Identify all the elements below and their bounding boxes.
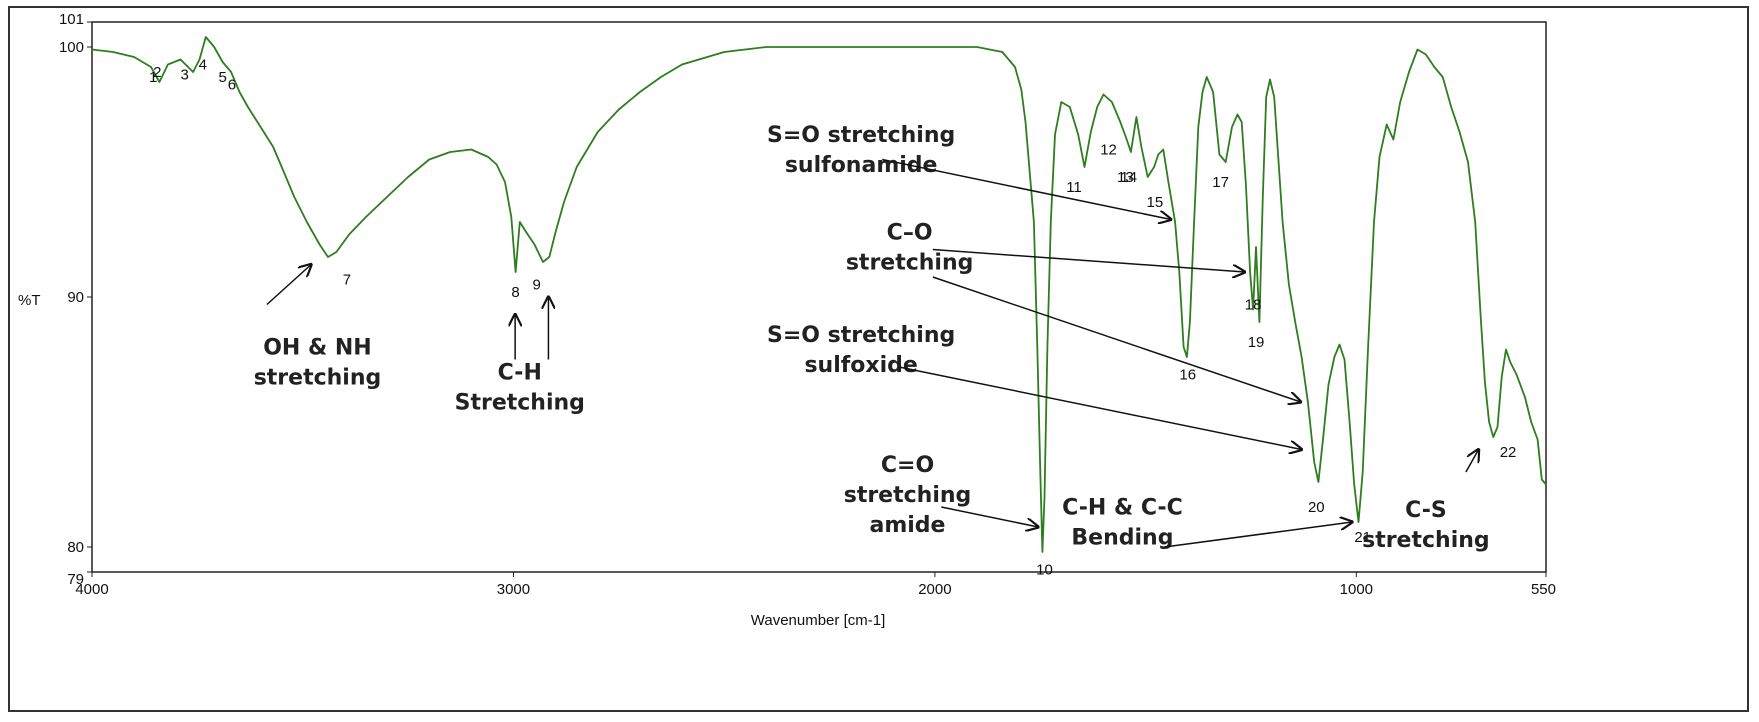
spectrum-line bbox=[91, 36, 1547, 553]
annotation-text: C-S bbox=[1405, 498, 1447, 523]
peak-label: 22 bbox=[1500, 444, 1517, 461]
annotation-arrow bbox=[882, 158, 1171, 220]
y-tick-label: 79 bbox=[67, 571, 84, 588]
x-tick-label: 2000 bbox=[918, 581, 951, 598]
annotation-text: stretching bbox=[254, 366, 382, 391]
annotation-text: S=O stretching bbox=[767, 323, 955, 348]
peak-label: 21 bbox=[1354, 529, 1371, 546]
annotation-text: stretching bbox=[844, 483, 972, 508]
annotation-arrow bbox=[941, 506, 1038, 527]
annotation-arrow bbox=[932, 276, 1301, 402]
annotation-text: C=O bbox=[881, 453, 934, 478]
peak-label: 8 bbox=[511, 284, 519, 301]
annotation-arrow bbox=[1465, 450, 1479, 473]
peak-label: 4 bbox=[199, 57, 207, 74]
chart-frame bbox=[8, 6, 1749, 712]
x-axis-ticks: 4000 3000 2000 1000 550 bbox=[75, 572, 1556, 598]
peak-label: 3 bbox=[181, 67, 189, 84]
annotation-text: Bending bbox=[1071, 526, 1173, 551]
annotation-text: sulfoxide bbox=[804, 353, 917, 378]
peak-label: 19 bbox=[1248, 334, 1265, 351]
annotation-arrow bbox=[898, 366, 1301, 450]
peak-label: 12 bbox=[1100, 142, 1117, 159]
x-axis-label: Wavenumber [cm-1] bbox=[751, 612, 885, 629]
peak-label: 11 bbox=[1066, 179, 1082, 196]
y-tick-label: 90 bbox=[67, 289, 84, 306]
annotation-text: C–O bbox=[887, 221, 933, 246]
peak-label: 17 bbox=[1212, 174, 1229, 191]
x-tick-label: 4000 bbox=[75, 581, 108, 598]
annotation-text: amide bbox=[870, 513, 946, 538]
annotation-arrow bbox=[266, 265, 311, 306]
annotation-arrow bbox=[932, 248, 1245, 273]
peak-label: 20 bbox=[1308, 499, 1325, 516]
peak-label: 18 bbox=[1245, 297, 1262, 314]
peak-label: 2 bbox=[153, 64, 161, 81]
y-axis-ticks: 101 100 90 80 79 bbox=[59, 11, 92, 588]
y-tick-label: 80 bbox=[67, 539, 84, 556]
annotation-text: OH & NH bbox=[263, 336, 371, 361]
annotation-text: C-H & C-C bbox=[1062, 496, 1183, 521]
peak-label: 15 bbox=[1147, 194, 1164, 211]
peak-label: 16 bbox=[1179, 367, 1196, 384]
y-tick-label: 100 bbox=[59, 39, 84, 56]
annotations: OH & NH stretching C-H Stretching S=O stretc… bbox=[254, 123, 1490, 553]
y-tick-label: 101 bbox=[59, 11, 84, 28]
peak-label: 9 bbox=[532, 277, 540, 294]
annotation-text: stretching bbox=[1362, 528, 1490, 553]
peak-label: 6 bbox=[228, 77, 236, 94]
peak-label: 13 bbox=[1117, 169, 1134, 186]
annotation-text: C-H bbox=[498, 361, 542, 386]
peak-label: 1 bbox=[149, 69, 157, 86]
annotation-text: S=O stretching bbox=[767, 123, 955, 148]
annotation-text: Stretching bbox=[455, 391, 585, 416]
peak-label: 5 bbox=[218, 69, 226, 86]
plot-area bbox=[91, 21, 1547, 573]
x-tick-label: 3000 bbox=[497, 581, 530, 598]
peak-label: 10 bbox=[1036, 562, 1053, 579]
x-tick-label: 550 bbox=[1531, 581, 1556, 598]
annotation-arrow bbox=[1164, 522, 1353, 548]
annotation-text: stretching bbox=[846, 251, 974, 276]
x-tick-label: 1000 bbox=[1340, 581, 1373, 598]
peak-label: 7 bbox=[343, 272, 351, 289]
y-axis-label: %T bbox=[18, 292, 41, 309]
peak-label: 14 bbox=[1120, 169, 1137, 186]
